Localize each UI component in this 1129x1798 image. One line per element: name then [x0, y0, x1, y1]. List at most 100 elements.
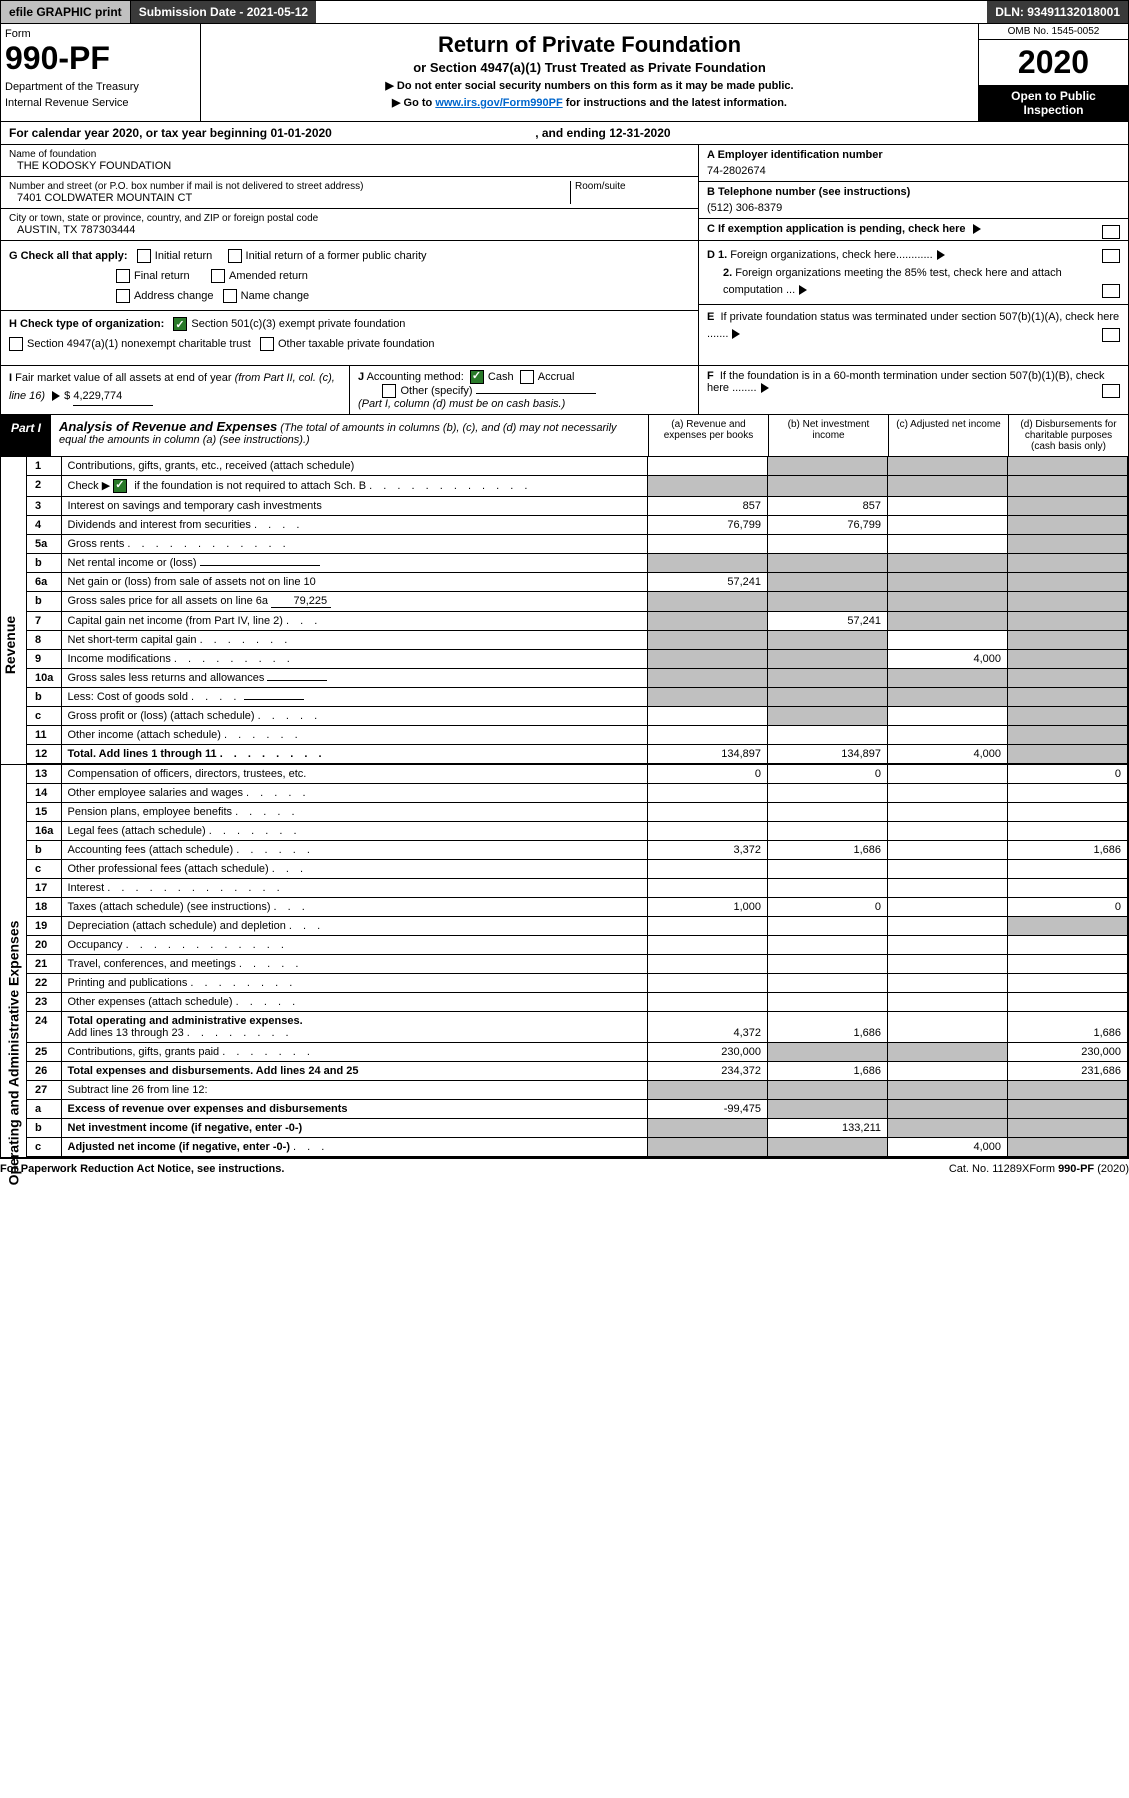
table-row: 1Contributions, gifts, grants, etc., rec… [27, 457, 1128, 476]
addr-label: Number and street (or P.O. box number if… [9, 181, 570, 192]
opt-other-tax: Other taxable private foundation [278, 338, 435, 350]
table-row: bAccounting fees (attach schedule) . . .… [27, 841, 1128, 860]
table-row: 12Total. Add lines 1 through 11 . . . . … [27, 745, 1128, 764]
year-begin: 01-01-2020 [270, 126, 331, 140]
table-row: 8Net short-term capital gain . . . . . .… [27, 631, 1128, 650]
arrow-icon [52, 391, 60, 401]
chk-addr[interactable] [116, 289, 130, 303]
arrow-icon [799, 285, 807, 295]
note2-pre: ▶ Go to [392, 97, 435, 109]
table-row: 3Interest on savings and temporary cash … [27, 497, 1128, 516]
table-row: bNet investment income (if negative, ent… [27, 1119, 1128, 1138]
table-row: 11Other income (attach schedule) . . . .… [27, 726, 1128, 745]
part1-header: Part I Analysis of Revenue and Expenses … [0, 415, 1129, 457]
table-row: 4Dividends and interest from securities … [27, 516, 1128, 535]
form-label: Form [5, 28, 196, 40]
chk-name[interactable] [223, 289, 237, 303]
address: 7401 COLDWATER MOUNTAIN CT [9, 192, 570, 204]
table-row: 6aNet gain or (loss) from sale of assets… [27, 573, 1128, 592]
form-subtitle: or Section 4947(a)(1) Trust Treated as P… [209, 60, 970, 75]
chk-f[interactable] [1102, 384, 1120, 398]
c-label: C If exemption application is pending, c… [707, 223, 966, 235]
chk-other[interactable] [382, 384, 396, 398]
table-row: aExcess of revenue over expenses and dis… [27, 1100, 1128, 1119]
expenses-table: 13Compensation of officers, directors, t… [27, 765, 1128, 1157]
j-note: (Part I, column (d) must be on cash basi… [358, 398, 565, 410]
chk-d1[interactable] [1102, 249, 1120, 263]
submission-date: Submission Date - 2021-05-12 [131, 1, 316, 23]
chk-4947[interactable] [9, 337, 23, 351]
col-d: (d) Disbursements for charitable purpose… [1008, 415, 1128, 456]
form-title: Return of Private Foundation [209, 32, 970, 58]
revenue-block: Revenue 1Contributions, gifts, grants, e… [0, 457, 1129, 765]
g-label: G Check all that apply: [9, 250, 128, 262]
h-label: H Check type of organization: [9, 318, 164, 330]
lbl-cash: Cash [488, 371, 514, 383]
table-row: 22Printing and publications . . . . . . … [27, 974, 1128, 993]
chk-501c3[interactable] [173, 317, 187, 331]
irs: Internal Revenue Service [5, 97, 196, 109]
section-ijf: I Fair market value of all assets at end… [0, 366, 1129, 415]
tax-year: 2020 [979, 40, 1128, 85]
table-row: 20Occupancy . . . . . . . . . . . . [27, 936, 1128, 955]
table-row: 5aGross rents . . . . . . . . . . . . [27, 535, 1128, 554]
chk-other-tax[interactable] [260, 337, 274, 351]
form-id-block: Form 990-PF Department of the Treasury I… [1, 24, 201, 121]
opt-initial: Initial return [155, 250, 212, 262]
chk-final[interactable] [116, 269, 130, 283]
table-row: 24Total operating and administrative exp… [27, 1012, 1128, 1043]
dln: DLN: 93491132018001 [987, 1, 1128, 23]
opt-final: Final return [134, 270, 190, 282]
city-label: City or town, state or province, country… [9, 213, 690, 224]
footer-mid: Cat. No. 11289X [949, 1163, 1030, 1175]
form-title-block: Return of Private Foundation or Section … [201, 24, 978, 121]
chk-initial[interactable] [137, 249, 151, 263]
checkbox-c[interactable] [1102, 225, 1120, 239]
footer-right: Form 990-PF (2020) [1029, 1163, 1129, 1175]
lbl-accrual: Accrual [538, 371, 575, 383]
city: AUSTIN, TX 787303444 [9, 224, 690, 236]
table-row: 9Income modifications . . . . . . . . .4… [27, 650, 1128, 669]
footer: For Paperwork Reduction Act Notice, see … [0, 1158, 1129, 1179]
chk-schb[interactable] [113, 479, 127, 493]
form-link[interactable]: www.irs.gov/Form990PF [435, 97, 562, 109]
opt-initial-former: Initial return of a former public charit… [246, 250, 427, 262]
room-label: Room/suite [575, 181, 690, 192]
header-bar: efile GRAPHIC print Submission Date - 20… [0, 0, 1129, 24]
info-block: Name of foundation THE KODOSKY FOUNDATIO… [0, 145, 1129, 241]
e-label: If private foundation status was termina… [707, 311, 1119, 341]
table-row: 7Capital gain net income (from Part IV, … [27, 612, 1128, 631]
chk-d2[interactable] [1102, 284, 1120, 298]
table-row: 2Check ▶ if the foundation is not requir… [27, 475, 1128, 496]
part-label: Part I [1, 415, 51, 456]
table-row: 23Other expenses (attach schedule) . . .… [27, 993, 1128, 1012]
table-row: 10aGross sales less returns and allowanc… [27, 669, 1128, 688]
table-row: 14Other employee salaries and wages . . … [27, 784, 1128, 803]
table-row: 19Depreciation (attach schedule) and dep… [27, 917, 1128, 936]
chk-e[interactable] [1102, 328, 1120, 342]
year-pre: For calendar year 2020, or tax year begi… [9, 126, 270, 140]
chk-accrual[interactable] [520, 370, 534, 384]
col-a: (a) Revenue and expenses per books [648, 415, 768, 456]
footer-left: For Paperwork Reduction Act Notice, see … [0, 1163, 949, 1175]
efile-label[interactable]: efile GRAPHIC print [1, 1, 131, 23]
side-revenue: Revenue [2, 616, 18, 674]
col-c: (c) Adjusted net income [888, 415, 1008, 456]
chk-initial-former[interactable] [228, 249, 242, 263]
fmv-value: 4,229,774 [73, 388, 153, 407]
table-row: bGross sales price for all assets on lin… [27, 592, 1128, 612]
chk-amended[interactable] [211, 269, 225, 283]
table-row: 26Total expenses and disbursements. Add … [27, 1062, 1128, 1081]
section-g: G Check all that apply: Initial return I… [0, 241, 1129, 366]
table-row: 18Taxes (attach schedule) (see instructi… [27, 898, 1128, 917]
table-row: 25Contributions, gifts, grants paid . . … [27, 1043, 1128, 1062]
expenses-block: Operating and Administrative Expenses 13… [0, 765, 1129, 1158]
arrow-icon [761, 383, 769, 393]
side-expenses: Operating and Administrative Expenses [5, 921, 21, 1186]
col-b: (b) Net investment income [768, 415, 888, 456]
table-row: 15Pension plans, employee benefits . . .… [27, 803, 1128, 822]
arrow-icon [973, 224, 981, 234]
year-block: OMB No. 1545-0052 2020 Open to Public In… [978, 24, 1128, 121]
ein: 74-2802674 [707, 161, 1120, 177]
chk-cash[interactable] [470, 370, 484, 384]
